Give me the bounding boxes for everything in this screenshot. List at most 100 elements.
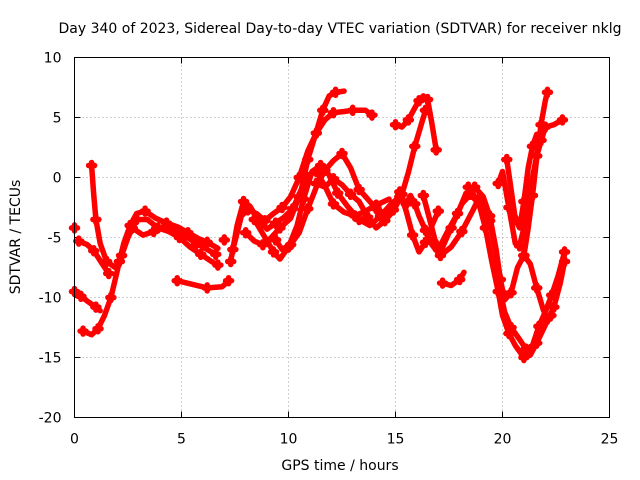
data-point xyxy=(456,225,468,238)
data-point xyxy=(190,237,203,250)
data-point xyxy=(224,255,237,268)
y-tick-label: 0 xyxy=(53,171,62,187)
x-tick-label: 15 xyxy=(387,432,405,448)
data-point xyxy=(509,213,522,226)
data-point xyxy=(209,248,222,261)
data-point xyxy=(331,187,344,199)
data-point xyxy=(501,153,513,166)
data-point xyxy=(267,246,280,258)
data-point xyxy=(453,273,466,286)
data-point xyxy=(379,214,391,227)
data-point xyxy=(366,109,378,121)
data-point xyxy=(147,225,160,238)
data-point xyxy=(201,236,213,249)
data-point xyxy=(248,213,261,226)
data-point xyxy=(406,229,419,241)
x-axis-label: GPS time / hours xyxy=(281,458,398,474)
data-point xyxy=(257,238,269,251)
data-point xyxy=(389,118,402,131)
data-point xyxy=(492,177,504,190)
data-point xyxy=(88,244,100,257)
data-point xyxy=(535,134,547,147)
data-point xyxy=(541,86,554,99)
data-point xyxy=(336,147,348,160)
data-point xyxy=(327,198,340,210)
data-point xyxy=(171,274,183,287)
series-track-u xyxy=(397,189,442,255)
data-point xyxy=(409,140,421,153)
data-point xyxy=(518,195,530,208)
data-point xyxy=(417,189,430,202)
data-point xyxy=(77,325,89,337)
data-point xyxy=(526,189,539,202)
data-point xyxy=(85,159,98,172)
data-point xyxy=(520,343,532,355)
data-point xyxy=(75,290,87,303)
data-point xyxy=(494,273,507,286)
data-point xyxy=(505,286,517,299)
data-point xyxy=(227,243,239,256)
data-point xyxy=(284,238,297,251)
data-point xyxy=(413,94,425,107)
data-point xyxy=(242,204,254,216)
data-point xyxy=(556,114,569,126)
data-point xyxy=(409,198,421,210)
data-point xyxy=(237,195,250,208)
data-point xyxy=(115,249,128,262)
x-tick-label: 10 xyxy=(280,432,298,448)
data-point xyxy=(139,205,151,217)
data-point xyxy=(100,255,113,268)
data-point xyxy=(421,93,434,106)
data-point xyxy=(169,224,181,237)
y-tick-label: 5 xyxy=(53,111,62,127)
data-point xyxy=(105,291,117,304)
data-point xyxy=(269,234,282,246)
data-point xyxy=(402,114,415,126)
data-series xyxy=(68,86,571,364)
x-tick-label: 20 xyxy=(494,432,512,448)
data-point xyxy=(451,207,464,220)
data-point xyxy=(346,104,359,117)
data-point xyxy=(329,86,342,99)
data-point xyxy=(353,213,365,226)
data-point xyxy=(518,351,530,364)
series-track-k xyxy=(272,150,397,253)
y-tick-label: 10 xyxy=(44,51,62,67)
data-point xyxy=(90,213,102,226)
data-point xyxy=(310,127,323,139)
data-point xyxy=(316,104,329,117)
x-tick-label: 0 xyxy=(70,432,79,448)
data-point xyxy=(530,337,543,349)
series-track-p xyxy=(435,184,557,322)
data-point xyxy=(130,213,143,226)
data-point xyxy=(535,118,547,131)
y-tick-label: -10 xyxy=(39,291,62,307)
data-point xyxy=(90,301,102,313)
data-point xyxy=(533,320,545,333)
y-tick-label: -20 xyxy=(39,411,62,427)
data-point xyxy=(126,222,139,234)
data-point xyxy=(201,282,213,294)
data-point xyxy=(195,248,207,261)
data-point xyxy=(239,226,252,239)
data-point xyxy=(102,267,115,280)
data-point xyxy=(212,259,224,271)
data-point xyxy=(518,249,530,262)
plot-frame xyxy=(74,57,610,418)
series-track-s xyxy=(521,89,551,259)
data-point xyxy=(370,202,382,215)
data-point xyxy=(503,327,515,340)
y-axis-label: SDTVAR / TECUs xyxy=(8,180,24,295)
x-tick-label: 5 xyxy=(177,432,186,448)
data-point xyxy=(92,322,104,335)
data-point xyxy=(361,211,374,223)
data-point xyxy=(310,177,323,190)
data-point xyxy=(327,172,340,185)
data-point xyxy=(222,274,235,287)
chart-title: Day 340 of 2023, Sidereal Day-to-day VTE… xyxy=(59,21,622,37)
data-point xyxy=(419,236,432,249)
data-point xyxy=(432,205,445,217)
data-point xyxy=(269,217,282,229)
data-point xyxy=(526,140,539,153)
